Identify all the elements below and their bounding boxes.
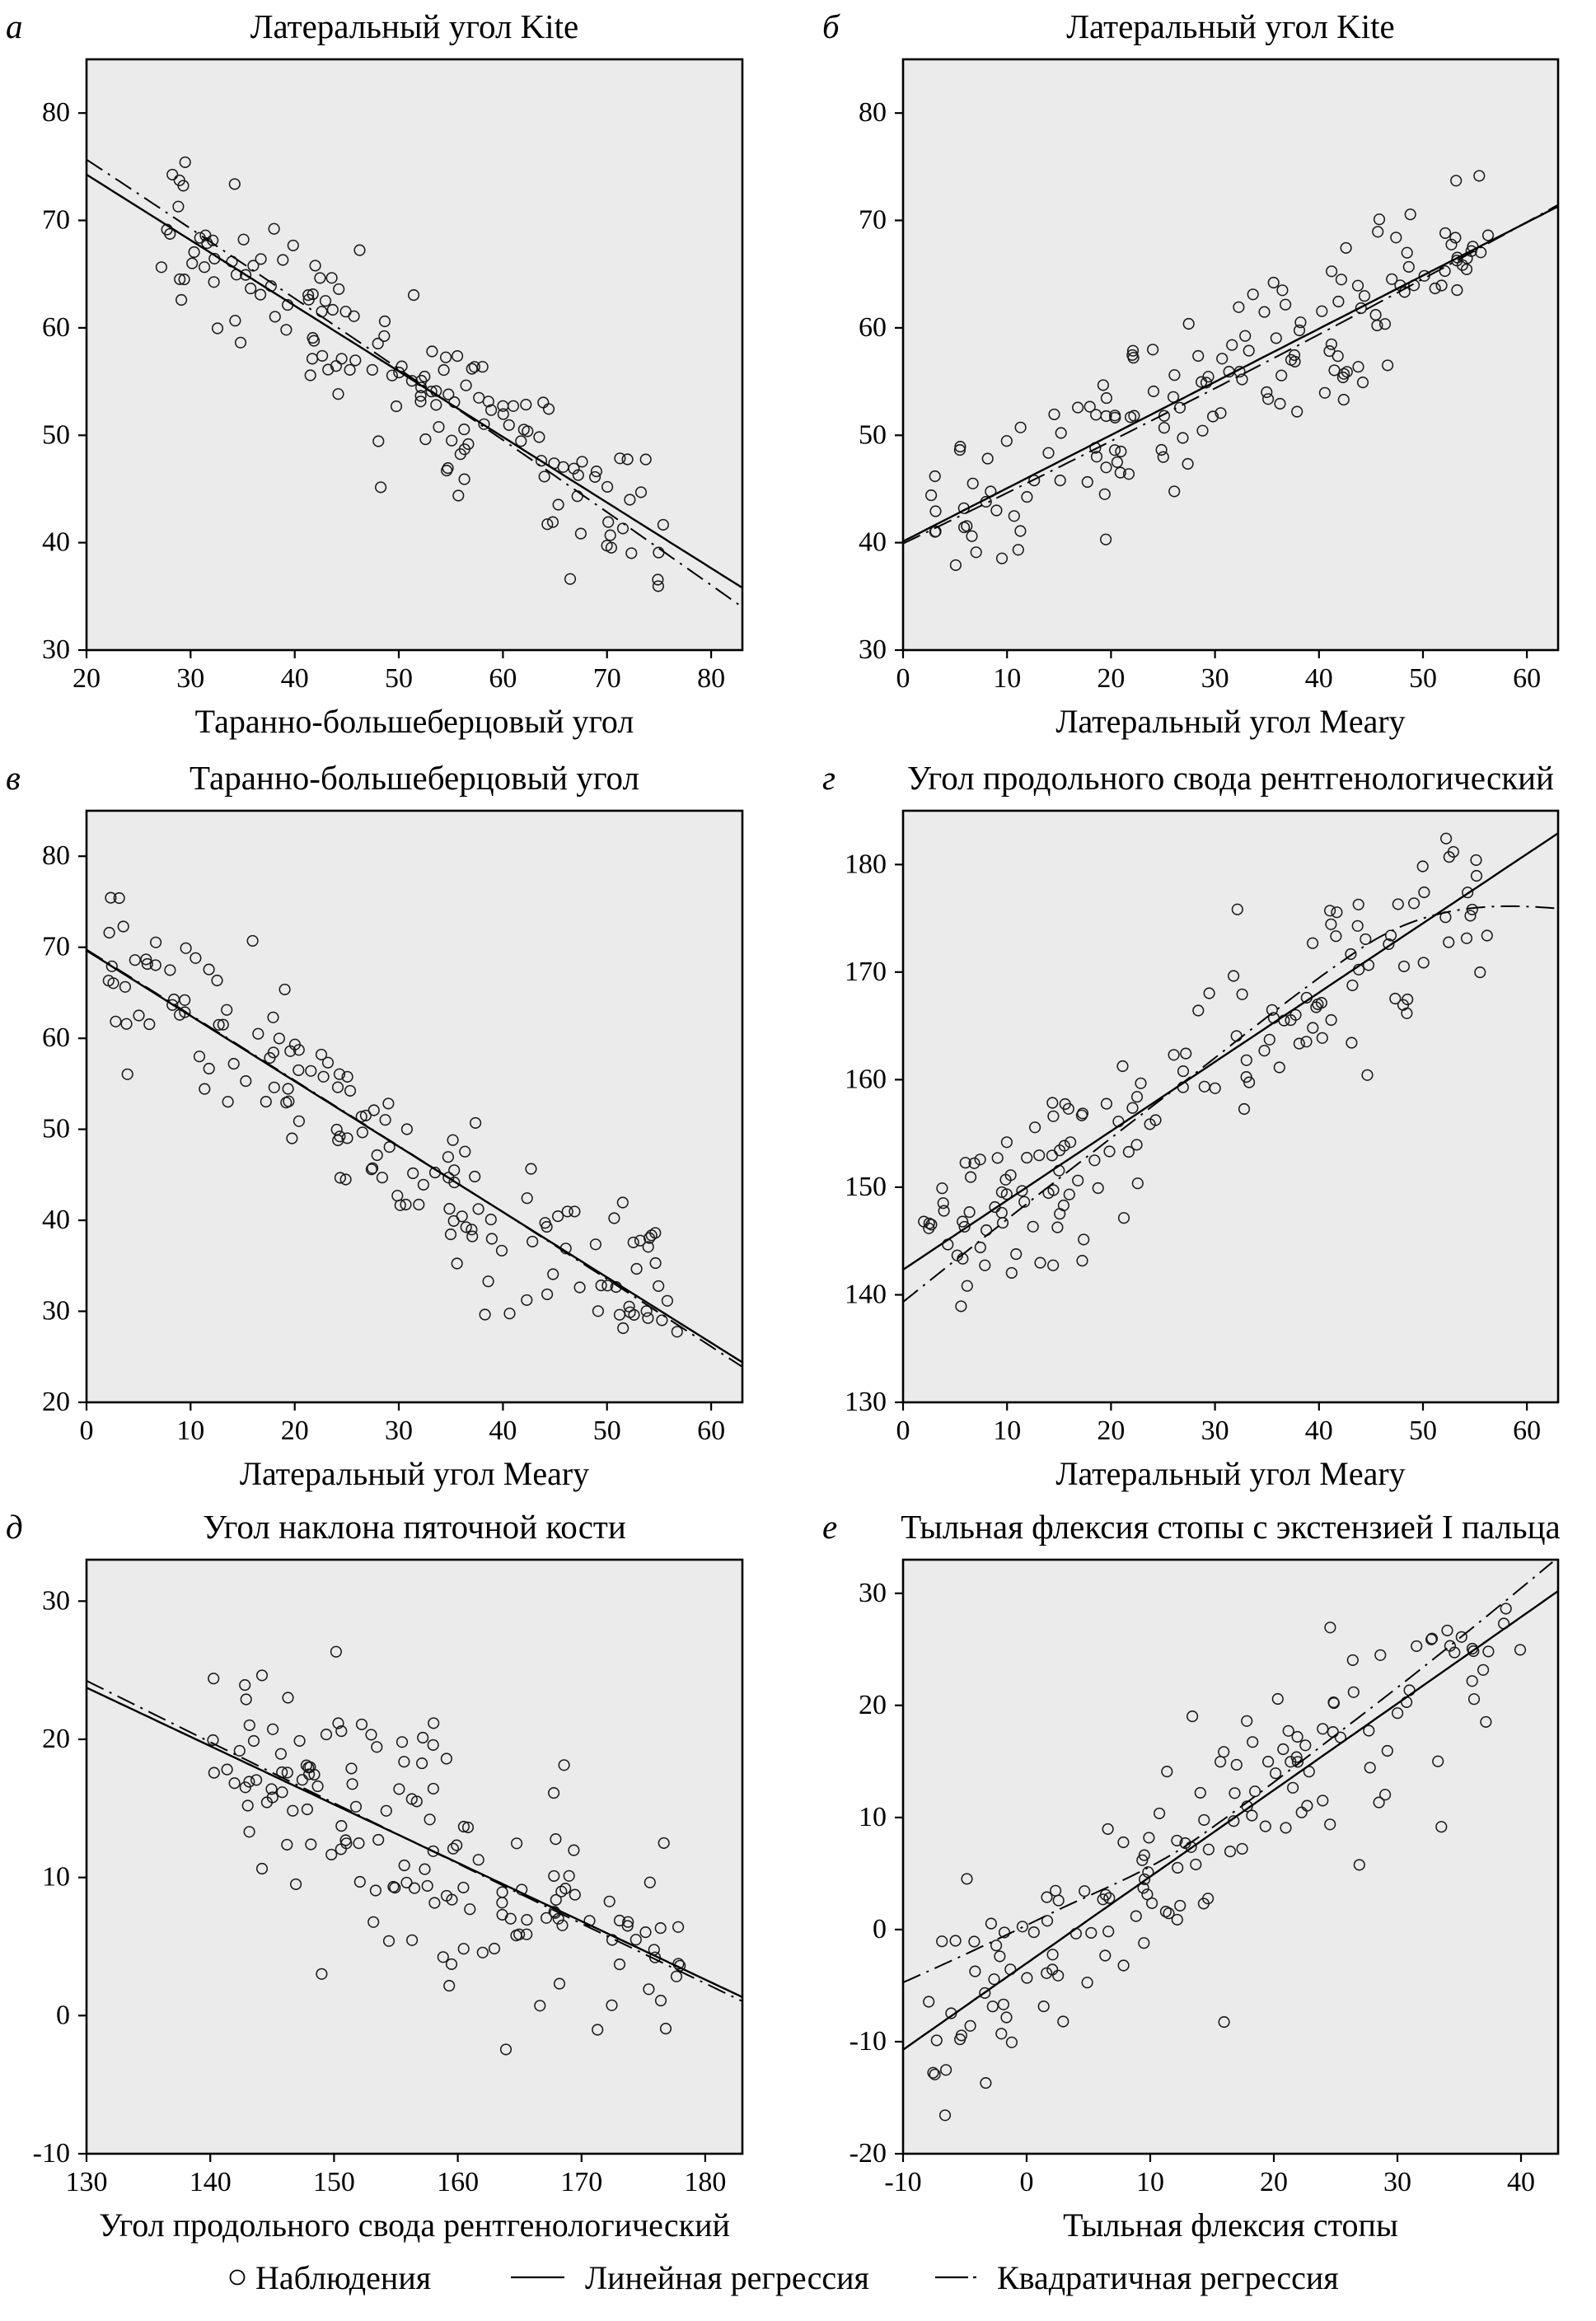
- svg-text:a: a: [6, 7, 23, 45]
- svg-text:20: 20: [73, 663, 101, 694]
- svg-text:170: 170: [560, 2167, 602, 2197]
- svg-text:50: 50: [1409, 1416, 1437, 1446]
- svg-text:30: 30: [1383, 2167, 1411, 2197]
- svg-text:40: 40: [1507, 2167, 1535, 2197]
- svg-text:130: 130: [66, 2167, 108, 2197]
- svg-text:70: 70: [859, 205, 887, 236]
- svg-text:30: 30: [859, 634, 887, 665]
- svg-text:140: 140: [190, 2167, 232, 2197]
- svg-text:60: 60: [859, 312, 887, 343]
- svg-text:-10: -10: [849, 2026, 887, 2057]
- svg-text:Таранно-большеберцовый угол: Таранно-большеберцовый угол: [195, 703, 634, 740]
- svg-text:40: 40: [1305, 663, 1333, 694]
- svg-text:е: е: [822, 1508, 837, 1546]
- svg-text:20: 20: [42, 1387, 70, 1417]
- svg-text:70: 70: [593, 663, 621, 694]
- svg-text:10: 10: [1136, 2167, 1164, 2197]
- svg-text:10: 10: [42, 1862, 70, 1893]
- svg-text:150: 150: [845, 1172, 887, 1202]
- svg-text:140: 140: [845, 1280, 887, 1310]
- svg-text:0: 0: [1020, 2167, 1034, 2197]
- svg-text:70: 70: [42, 205, 70, 236]
- svg-text:10: 10: [176, 1416, 204, 1446]
- svg-text:50: 50: [42, 419, 70, 450]
- svg-text:50: 50: [859, 419, 887, 450]
- svg-text:10: 10: [993, 663, 1021, 694]
- svg-text:б: б: [822, 7, 840, 45]
- svg-text:80: 80: [859, 97, 887, 128]
- svg-text:40: 40: [42, 527, 70, 558]
- svg-text:40: 40: [42, 1205, 70, 1235]
- svg-text:-10: -10: [884, 2167, 921, 2197]
- svg-text:170: 170: [845, 957, 887, 987]
- svg-text:Таранно-большеберцовый угол: Таранно-большеберцовый угол: [190, 759, 639, 797]
- svg-text:Латеральный угол Kite: Латеральный угол Kite: [1066, 7, 1395, 45]
- svg-text:Угол продольного свода рентген: Угол продольного свода рентгенологически…: [907, 759, 1554, 797]
- svg-text:30: 30: [385, 1416, 413, 1446]
- svg-text:Тыльная флексия стопы: Тыльная флексия стопы: [1063, 2206, 1398, 2244]
- svg-text:70: 70: [42, 932, 70, 962]
- svg-text:Латеральный угол Meary: Латеральный угол Meary: [1055, 1455, 1405, 1492]
- svg-text:30: 30: [1201, 663, 1229, 694]
- svg-text:180: 180: [845, 849, 887, 879]
- svg-text:20: 20: [1097, 1416, 1125, 1446]
- svg-text:20: 20: [859, 1690, 887, 1720]
- svg-text:60: 60: [697, 1416, 725, 1446]
- svg-text:0: 0: [56, 2000, 70, 2030]
- svg-text:Латеральный угол Meary: Латеральный угол Meary: [240, 1455, 589, 1492]
- svg-text:40: 40: [281, 663, 309, 694]
- svg-text:10: 10: [993, 1416, 1021, 1446]
- svg-text:Квадратичная регрессия: Квадратичная регрессия: [997, 2259, 1339, 2296]
- svg-text:180: 180: [684, 2167, 726, 2197]
- svg-text:Тыльная флексия стопы с экстен: Тыльная флексия стопы с экстензией I пал…: [901, 1508, 1561, 1546]
- svg-text:30: 30: [42, 634, 70, 665]
- svg-text:Латеральный угол Meary: Латеральный угол Meary: [1055, 703, 1405, 740]
- svg-text:80: 80: [42, 840, 70, 871]
- svg-text:160: 160: [845, 1064, 887, 1094]
- svg-text:30: 30: [1201, 1416, 1229, 1446]
- svg-text:50: 50: [42, 1114, 70, 1144]
- svg-text:Угол наклона пяточной кости: Угол наклона пяточной кости: [203, 1508, 626, 1546]
- svg-text:60: 60: [42, 1022, 70, 1053]
- svg-text:30: 30: [42, 1296, 70, 1327]
- svg-text:Угол продольного свода рентген: Угол продольного свода рентгенологически…: [99, 2206, 730, 2244]
- svg-text:г: г: [822, 759, 835, 797]
- svg-text:в: в: [6, 759, 21, 797]
- svg-text:10: 10: [859, 1802, 887, 1832]
- svg-text:80: 80: [697, 663, 725, 694]
- svg-text:80: 80: [42, 97, 70, 128]
- svg-text:0: 0: [896, 663, 910, 694]
- svg-text:60: 60: [1513, 663, 1541, 694]
- svg-text:0: 0: [896, 1416, 910, 1446]
- svg-text:20: 20: [1260, 2167, 1288, 2197]
- svg-text:0: 0: [873, 1914, 887, 1944]
- svg-text:60: 60: [42, 312, 70, 343]
- svg-text:д: д: [6, 1508, 23, 1546]
- svg-text:30: 30: [176, 663, 204, 694]
- svg-text:130: 130: [845, 1387, 887, 1417]
- svg-text:-10: -10: [33, 2138, 70, 2169]
- svg-text:40: 40: [1305, 1416, 1333, 1446]
- svg-text:50: 50: [593, 1416, 621, 1446]
- svg-text:20: 20: [281, 1416, 309, 1446]
- svg-text:20: 20: [1097, 663, 1125, 694]
- svg-text:50: 50: [385, 663, 413, 694]
- svg-text:150: 150: [313, 2167, 355, 2197]
- svg-text:Наблюдения: Наблюдения: [255, 2259, 431, 2296]
- svg-text:-20: -20: [849, 2138, 887, 2169]
- svg-text:60: 60: [489, 663, 517, 694]
- svg-text:Латеральный угол Kite: Латеральный угол Kite: [250, 7, 579, 45]
- svg-text:30: 30: [859, 1578, 887, 1608]
- svg-text:0: 0: [80, 1416, 94, 1446]
- svg-text:160: 160: [437, 2167, 479, 2197]
- svg-text:20: 20: [42, 1724, 70, 1754]
- svg-text:40: 40: [489, 1416, 517, 1446]
- svg-text:50: 50: [1409, 663, 1437, 694]
- svg-text:60: 60: [1513, 1416, 1541, 1446]
- svg-text:30: 30: [42, 1585, 70, 1616]
- svg-text:Линейная регрессия: Линейная регрессия: [585, 2259, 869, 2296]
- svg-text:40: 40: [859, 527, 887, 558]
